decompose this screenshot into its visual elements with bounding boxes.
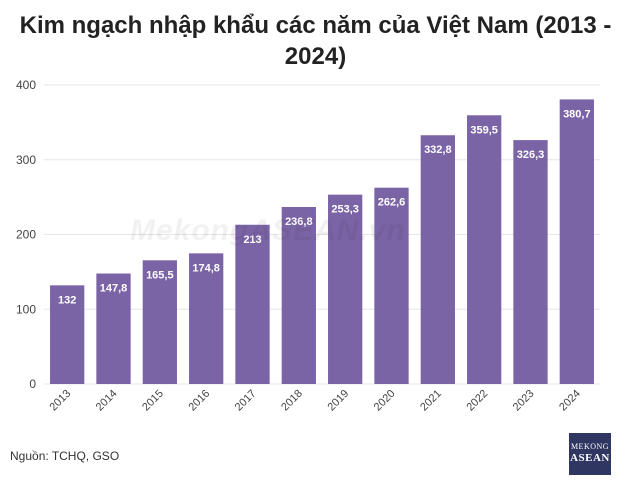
bar [467, 115, 502, 385]
y-tick-label: 200 [16, 228, 36, 242]
x-tick-label: 2018 [279, 388, 305, 414]
x-tick-label: 2013 [47, 388, 73, 414]
chart-title-line2: 2024) [284, 43, 347, 70]
bar-value-label: 359,5 [470, 124, 498, 136]
bar [281, 206, 316, 384]
logo-line2: ASEAN [570, 452, 610, 464]
bar-value-label: 213 [243, 234, 261, 246]
bar [142, 260, 177, 384]
bar [189, 253, 224, 384]
bar [420, 135, 455, 384]
bar-value-label: 174,8 [192, 262, 220, 274]
x-tick-label: 2020 [372, 388, 398, 414]
bar-chart: 0 100 200 300 400 132 2013 147,8 2014 165,5 2015 17… [16, 78, 600, 414]
bar-value-label: 262,6 [378, 197, 406, 209]
chart-title: Kim ngạch nhập khẩu các năm của Việt Nam… [0, 10, 631, 72]
bar [50, 285, 85, 384]
x-tick-label: 2014 [94, 388, 120, 414]
bar-value-label: 165,5 [146, 269, 174, 281]
bar-value-label: 326,3 [517, 149, 545, 161]
x-tick-label: 2023 [511, 388, 537, 414]
bar [559, 99, 594, 384]
bar [96, 273, 131, 384]
bar [235, 224, 270, 384]
chart-title-line1: Kim ngạch nhập khẩu các năm của Việt Nam… [19, 12, 612, 39]
bar-value-label: 147,8 [100, 283, 128, 295]
x-tick-label: 2022 [464, 388, 490, 414]
y-tick-label: 0 [29, 377, 36, 391]
watermark: MekongASEAN.vn [130, 214, 406, 247]
y-tick-label: 400 [16, 78, 36, 92]
mekong-asean-logo: MEKONG ASEAN [569, 433, 611, 475]
x-tick-label: 2015 [140, 388, 166, 414]
bar [374, 187, 409, 384]
bar-value-label: 253,3 [331, 204, 359, 216]
x-tick-label: 2024 [557, 388, 583, 414]
x-tick-label: 2019 [325, 388, 351, 414]
bar [328, 194, 363, 384]
bar-value-label: 132 [58, 294, 76, 306]
y-tick-label: 100 [16, 302, 36, 316]
bar-value-label: 332,8 [424, 144, 452, 156]
bar [513, 140, 548, 384]
bar-value-label: 236,8 [285, 216, 313, 228]
source-note: Nguồn: TCHQ, GSO [10, 449, 120, 463]
x-tick-label: 2017 [233, 388, 259, 414]
y-tick-label: 300 [16, 153, 36, 167]
x-tick-label: 2021 [418, 388, 444, 414]
logo-line1: MEKONG [570, 442, 610, 451]
bar-value-label: 380,7 [563, 108, 591, 120]
x-tick-label: 2016 [186, 388, 212, 414]
